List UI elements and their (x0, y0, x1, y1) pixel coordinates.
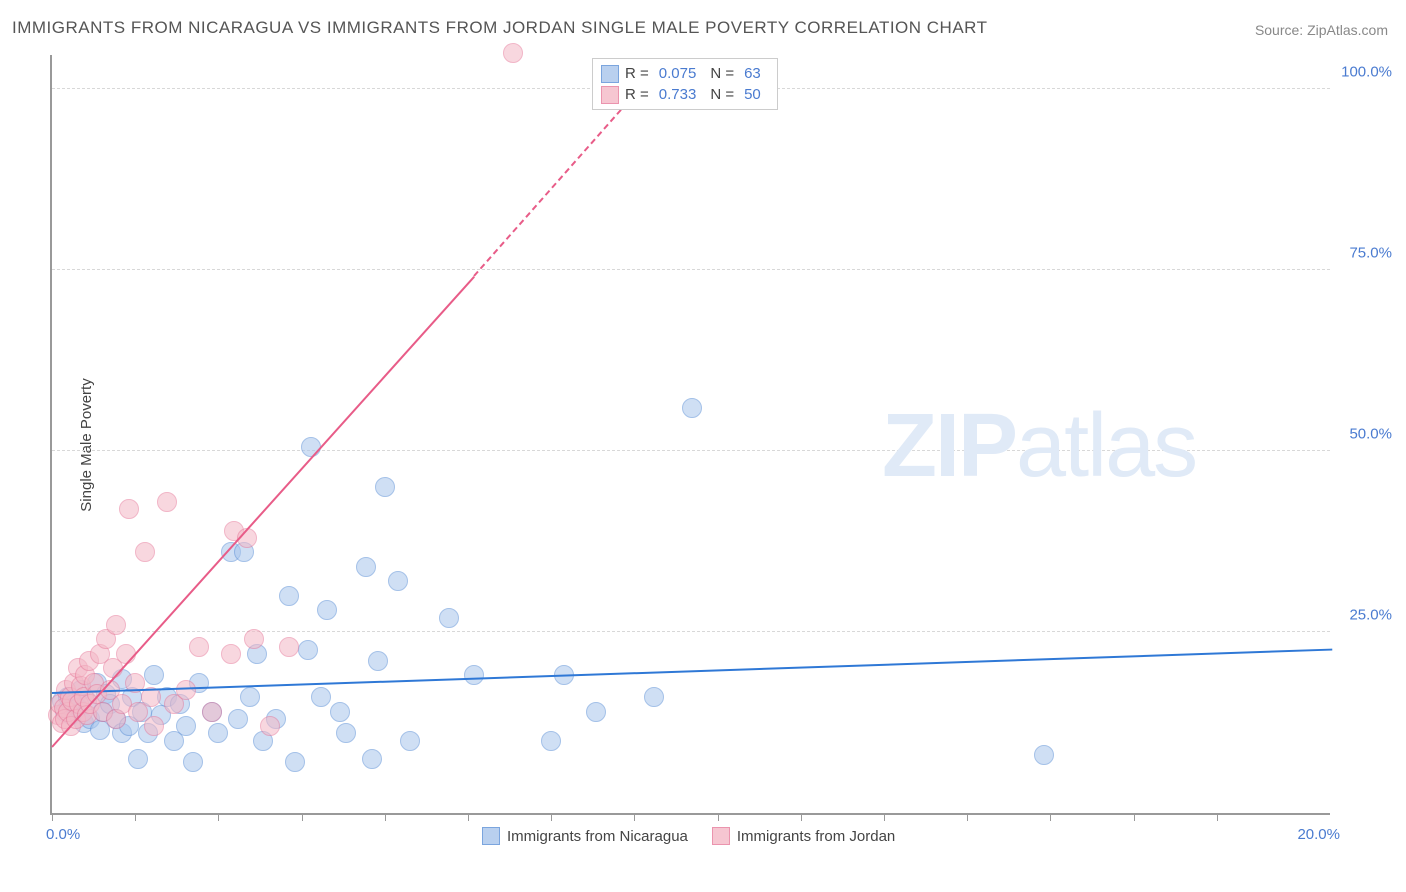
trend-line (52, 648, 1332, 693)
scatter-point (228, 709, 248, 729)
scatter-point (244, 629, 264, 649)
scatter-point (317, 600, 337, 620)
x-axis-max-label: 20.0% (1297, 826, 1340, 843)
scatter-point (375, 477, 395, 497)
scatter-point (189, 637, 209, 657)
x-tick (1134, 813, 1135, 821)
scatter-point (128, 749, 148, 769)
gridline (52, 631, 1330, 632)
x-tick (385, 813, 386, 821)
plot-area: 25.0%50.0%75.0%100.0%0.0%20.0%ZIPatlasR … (50, 55, 1330, 815)
legend-stats: R =0.075N =63R =0.733N =50 (592, 58, 778, 110)
legend-swatch (482, 827, 500, 845)
legend-stats-row: R =0.733N =50 (601, 84, 769, 105)
scatter-point (106, 615, 126, 635)
scatter-point (330, 702, 350, 722)
scatter-point (644, 687, 664, 707)
scatter-point (285, 752, 305, 772)
x-tick (1217, 813, 1218, 821)
scatter-point (362, 749, 382, 769)
legend-series-item: Immigrants from Nicaragua (482, 827, 688, 845)
scatter-point (135, 542, 155, 562)
scatter-point (368, 651, 388, 671)
scatter-point (183, 752, 203, 772)
scatter-point (144, 665, 164, 685)
x-tick (218, 813, 219, 821)
legend-swatch (601, 86, 619, 104)
scatter-point (260, 716, 280, 736)
watermark: ZIPatlas (882, 395, 1196, 498)
legend-swatch (712, 827, 730, 845)
x-tick (1050, 813, 1051, 821)
scatter-point (311, 687, 331, 707)
scatter-point (279, 637, 299, 657)
scatter-point (298, 640, 318, 660)
x-tick (967, 813, 968, 821)
y-tick-label: 25.0% (1349, 607, 1392, 624)
y-tick-label: 50.0% (1349, 426, 1392, 443)
y-tick-label: 100.0% (1341, 64, 1392, 81)
scatter-point (356, 557, 376, 577)
legend-series-label: Immigrants from Nicaragua (507, 828, 688, 845)
x-tick (468, 813, 469, 821)
scatter-point (176, 716, 196, 736)
scatter-point (400, 731, 420, 751)
x-tick (884, 813, 885, 821)
scatter-point (586, 702, 606, 722)
source-attribution: Source: ZipAtlas.com (1255, 22, 1388, 38)
gridline (52, 269, 1330, 270)
scatter-point (541, 731, 561, 751)
scatter-point (388, 571, 408, 591)
scatter-point (439, 608, 459, 628)
legend-series-label: Immigrants from Jordan (737, 828, 895, 845)
gridline (52, 450, 1330, 451)
scatter-point (503, 43, 523, 63)
scatter-point (464, 665, 484, 685)
scatter-point (1034, 745, 1054, 765)
scatter-point (279, 586, 299, 606)
y-tick-label: 75.0% (1349, 245, 1392, 262)
legend-series-item: Immigrants from Jordan (712, 827, 895, 845)
chart-title: IMMIGRANTS FROM NICARAGUA VS IMMIGRANTS … (12, 18, 988, 38)
chart-container: Single Male Poverty 25.0%50.0%75.0%100.0… (50, 55, 1390, 835)
scatter-point (176, 680, 196, 700)
scatter-point (208, 723, 228, 743)
x-tick (551, 813, 552, 821)
x-axis-min-label: 0.0% (46, 826, 80, 843)
x-tick (634, 813, 635, 821)
x-tick (801, 813, 802, 821)
legend-swatch (601, 65, 619, 83)
scatter-point (202, 702, 222, 722)
scatter-point (336, 723, 356, 743)
legend-stats-row: R =0.075N =63 (601, 63, 769, 84)
x-tick (135, 813, 136, 821)
legend-series: Immigrants from Nicaragua Immigrants from… (482, 827, 895, 845)
scatter-point (144, 716, 164, 736)
trend-line (51, 276, 475, 748)
scatter-point (157, 492, 177, 512)
x-tick (718, 813, 719, 821)
scatter-point (240, 687, 260, 707)
scatter-point (221, 644, 241, 664)
x-tick (302, 813, 303, 821)
scatter-point (682, 398, 702, 418)
scatter-point (119, 499, 139, 519)
x-tick (52, 813, 53, 821)
